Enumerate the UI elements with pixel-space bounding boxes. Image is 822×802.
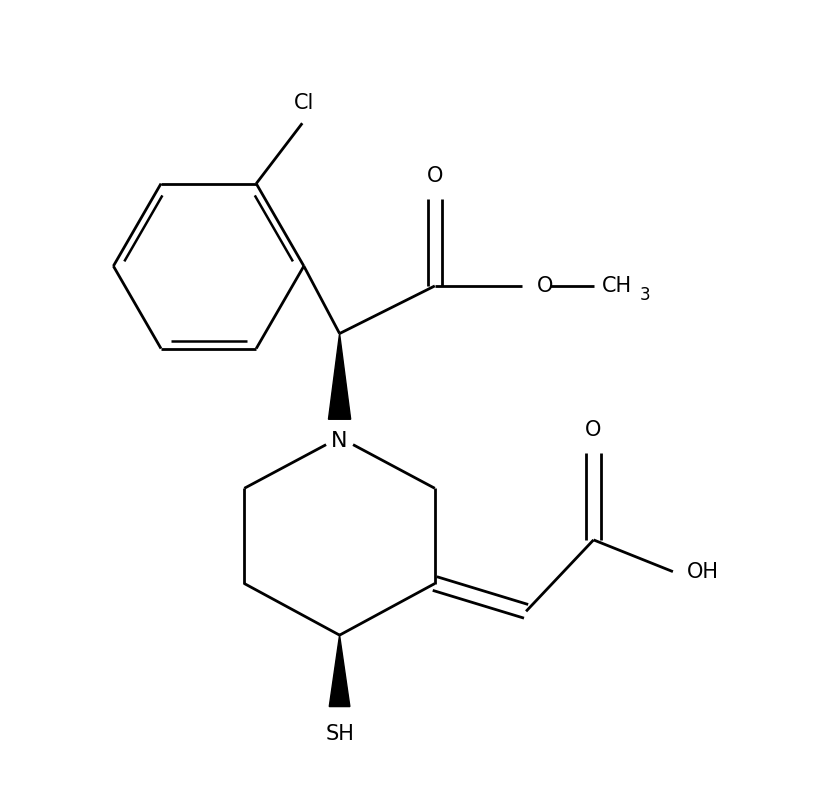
Text: SH: SH	[326, 724, 354, 744]
Text: O: O	[537, 276, 552, 296]
Text: Cl: Cl	[293, 93, 314, 113]
Text: CH: CH	[602, 276, 631, 296]
Text: O: O	[427, 166, 443, 186]
Polygon shape	[329, 334, 351, 419]
Text: 3: 3	[640, 286, 650, 304]
Text: OH: OH	[687, 561, 719, 581]
Text: O: O	[585, 420, 602, 440]
Polygon shape	[330, 635, 350, 707]
Text: N: N	[331, 431, 348, 451]
